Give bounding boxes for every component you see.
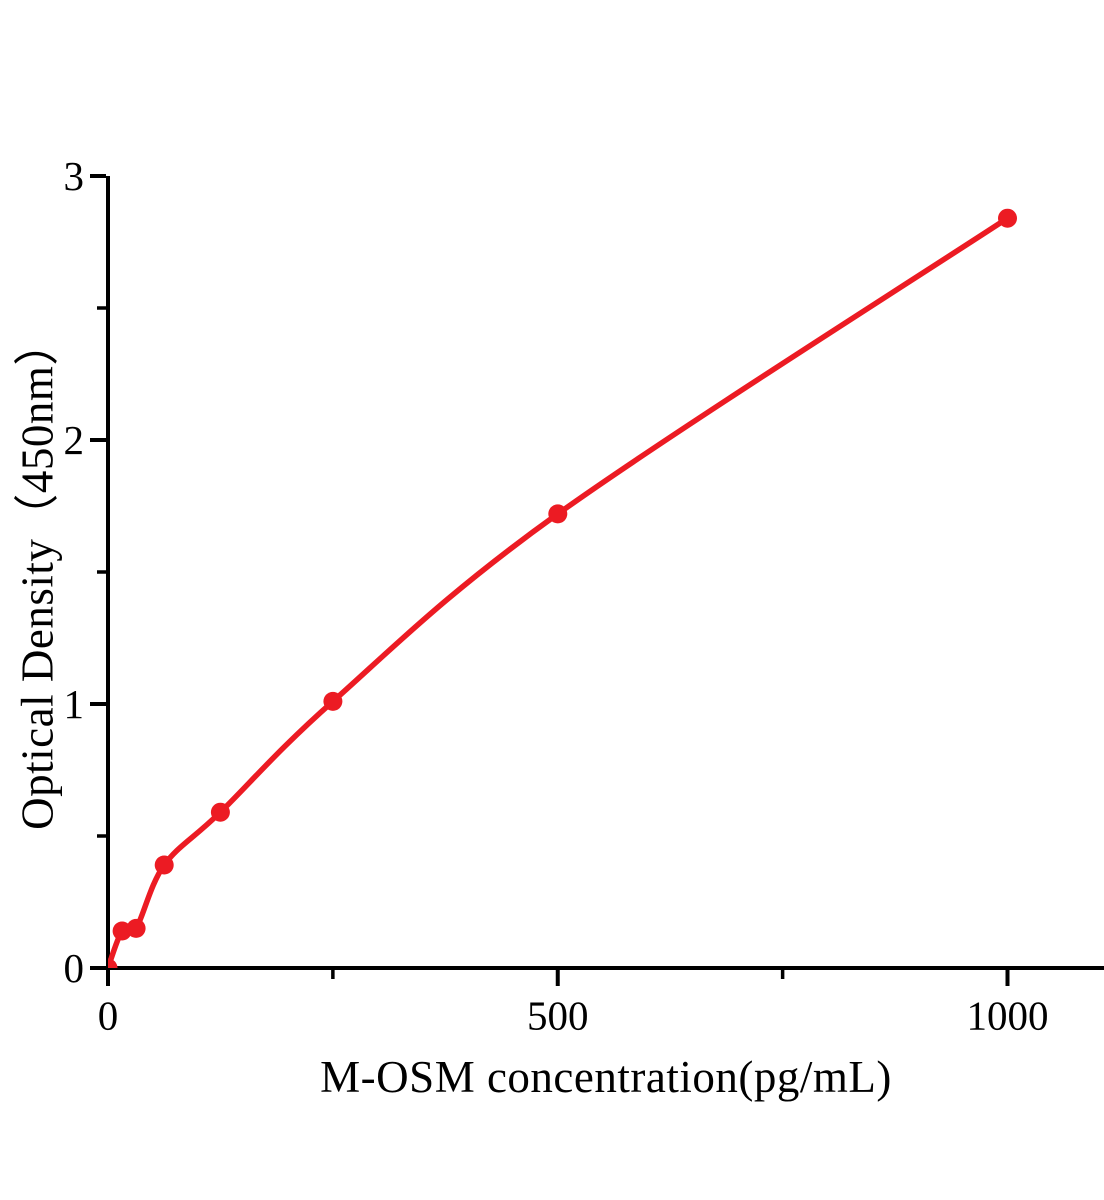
y-tick-label: 2 (64, 417, 85, 463)
y-tick-label: 0 (64, 945, 85, 991)
data-point-marker (154, 855, 174, 875)
data-point-marker (323, 691, 343, 711)
data-point-marker (126, 918, 146, 938)
y-tick-label: 3 (64, 153, 85, 199)
x-tick-label: 0 (98, 993, 119, 1039)
data-point-marker (998, 208, 1017, 228)
x-axis-title: M-OSM concentration(pg/mL) (320, 1052, 892, 1102)
x-tick-label: 1000 (967, 993, 1049, 1039)
series-group (108, 208, 1017, 968)
y-axis-title: Optical Density（450nm） (12, 320, 63, 830)
data-point-marker (548, 504, 568, 524)
standard-curve-line (108, 215, 1011, 968)
data-point-marker (108, 958, 118, 968)
y-tick-label: 1 (64, 681, 85, 727)
data-point-marker (210, 802, 230, 822)
x-tick-label: 500 (527, 993, 589, 1039)
